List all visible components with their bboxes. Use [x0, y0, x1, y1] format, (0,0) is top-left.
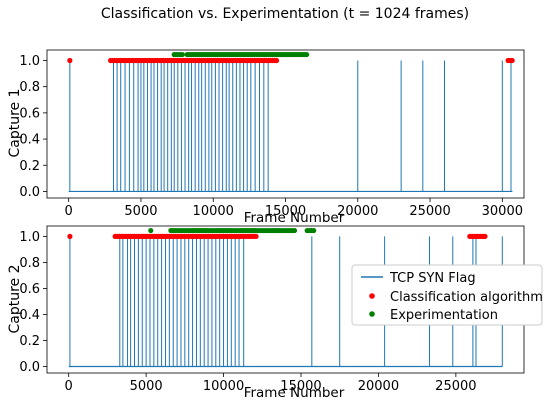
y-tick-label: 0.4	[19, 308, 40, 323]
x-tick-label: 0	[65, 204, 73, 219]
experimentation-point	[311, 227, 317, 234]
capture-2-plot-area	[46, 225, 525, 374]
legend-entry-classification: Classification algorithm	[390, 290, 543, 305]
classification-point	[273, 57, 280, 64]
experimentation-point	[148, 227, 154, 234]
classification-point	[482, 233, 488, 240]
figure-title: Classification vs. Experimentation (t = …	[101, 6, 469, 22]
classification-point	[253, 233, 259, 240]
capture-2-y-axis-label: Capture 2	[7, 264, 23, 333]
x-tick-label: 5000	[130, 379, 163, 394]
x-tick-label: 15000	[280, 379, 321, 394]
capture-1-x-axis: 0 5000 10000 15000 20000 25000 30000	[65, 198, 523, 219]
y-tick-label: 0.8	[19, 80, 40, 95]
legend: TCP SYN Flag Classification algorithm Ex…	[351, 264, 543, 326]
legend-entry-syn: TCP SYN Flag	[389, 271, 476, 286]
x-tick-label: 15000	[265, 204, 306, 219]
y-tick-label: 0.8	[19, 256, 40, 271]
y-tick-label: 0.2	[19, 334, 40, 349]
capture-2-x-axis: 0 5000 10000 15000 20000 25000	[65, 373, 477, 394]
classification-point	[509, 57, 515, 64]
experimentation-point	[291, 227, 298, 234]
x-tick-label: 30000	[482, 204, 523, 219]
x-tick-label: 10000	[193, 204, 234, 219]
y-tick-label: 1.0	[19, 230, 40, 245]
capture-1-plot-area	[46, 49, 525, 199]
y-tick-label: 1.0	[19, 54, 40, 69]
capture-1-y-axis: 0.0 0.2 0.4 0.6 0.8 1.0	[19, 54, 47, 200]
legend-box	[351, 264, 543, 326]
legend-green-dot-icon	[369, 311, 375, 317]
x-tick-label: 10000	[203, 379, 244, 394]
legend-entry-experimentation: Experimentation	[390, 308, 498, 323]
x-tick-label: 25000	[409, 204, 450, 219]
capture-2-x-axis-label: Frame Number	[244, 385, 345, 401]
capture-1-y-axis-label: Capture 1	[7, 88, 23, 157]
capture-2-y-axis: 0.0 0.2 0.4 0.6 0.8 1.0	[19, 230, 47, 375]
capture-2-panel: 0 5000 10000 15000 20000 25000 0.00.20.40.60.…	[7, 225, 525, 401]
x-tick-label: 0	[65, 379, 73, 394]
y-tick-label: 0.4	[19, 133, 40, 148]
classification-point	[67, 57, 73, 64]
x-tick-label: 5000	[124, 204, 157, 219]
y-tick-label: 0.0	[19, 185, 40, 200]
y-tick-label: 0.6	[19, 282, 40, 297]
x-tick-label: 20000	[358, 379, 399, 394]
axes-frame	[46, 49, 525, 199]
y-tick-label: 0.0	[19, 360, 40, 375]
y-tick-label: 0.6	[19, 106, 40, 121]
x-tick-label: 20000	[337, 204, 378, 219]
legend-red-dot-icon	[369, 293, 375, 299]
classification-point	[67, 233, 73, 240]
capture-1-panel: 0 5000 10000 15000 20000 25000 30000 0.0 0.2 0.4…	[7, 49, 525, 226]
capture-1-x-axis-label: Frame Number	[244, 210, 345, 226]
x-tick-label: 25000	[435, 379, 476, 394]
y-tick-label: 0.2	[19, 159, 40, 174]
experimentation-point	[304, 51, 310, 58]
experimentation-point	[179, 51, 185, 58]
